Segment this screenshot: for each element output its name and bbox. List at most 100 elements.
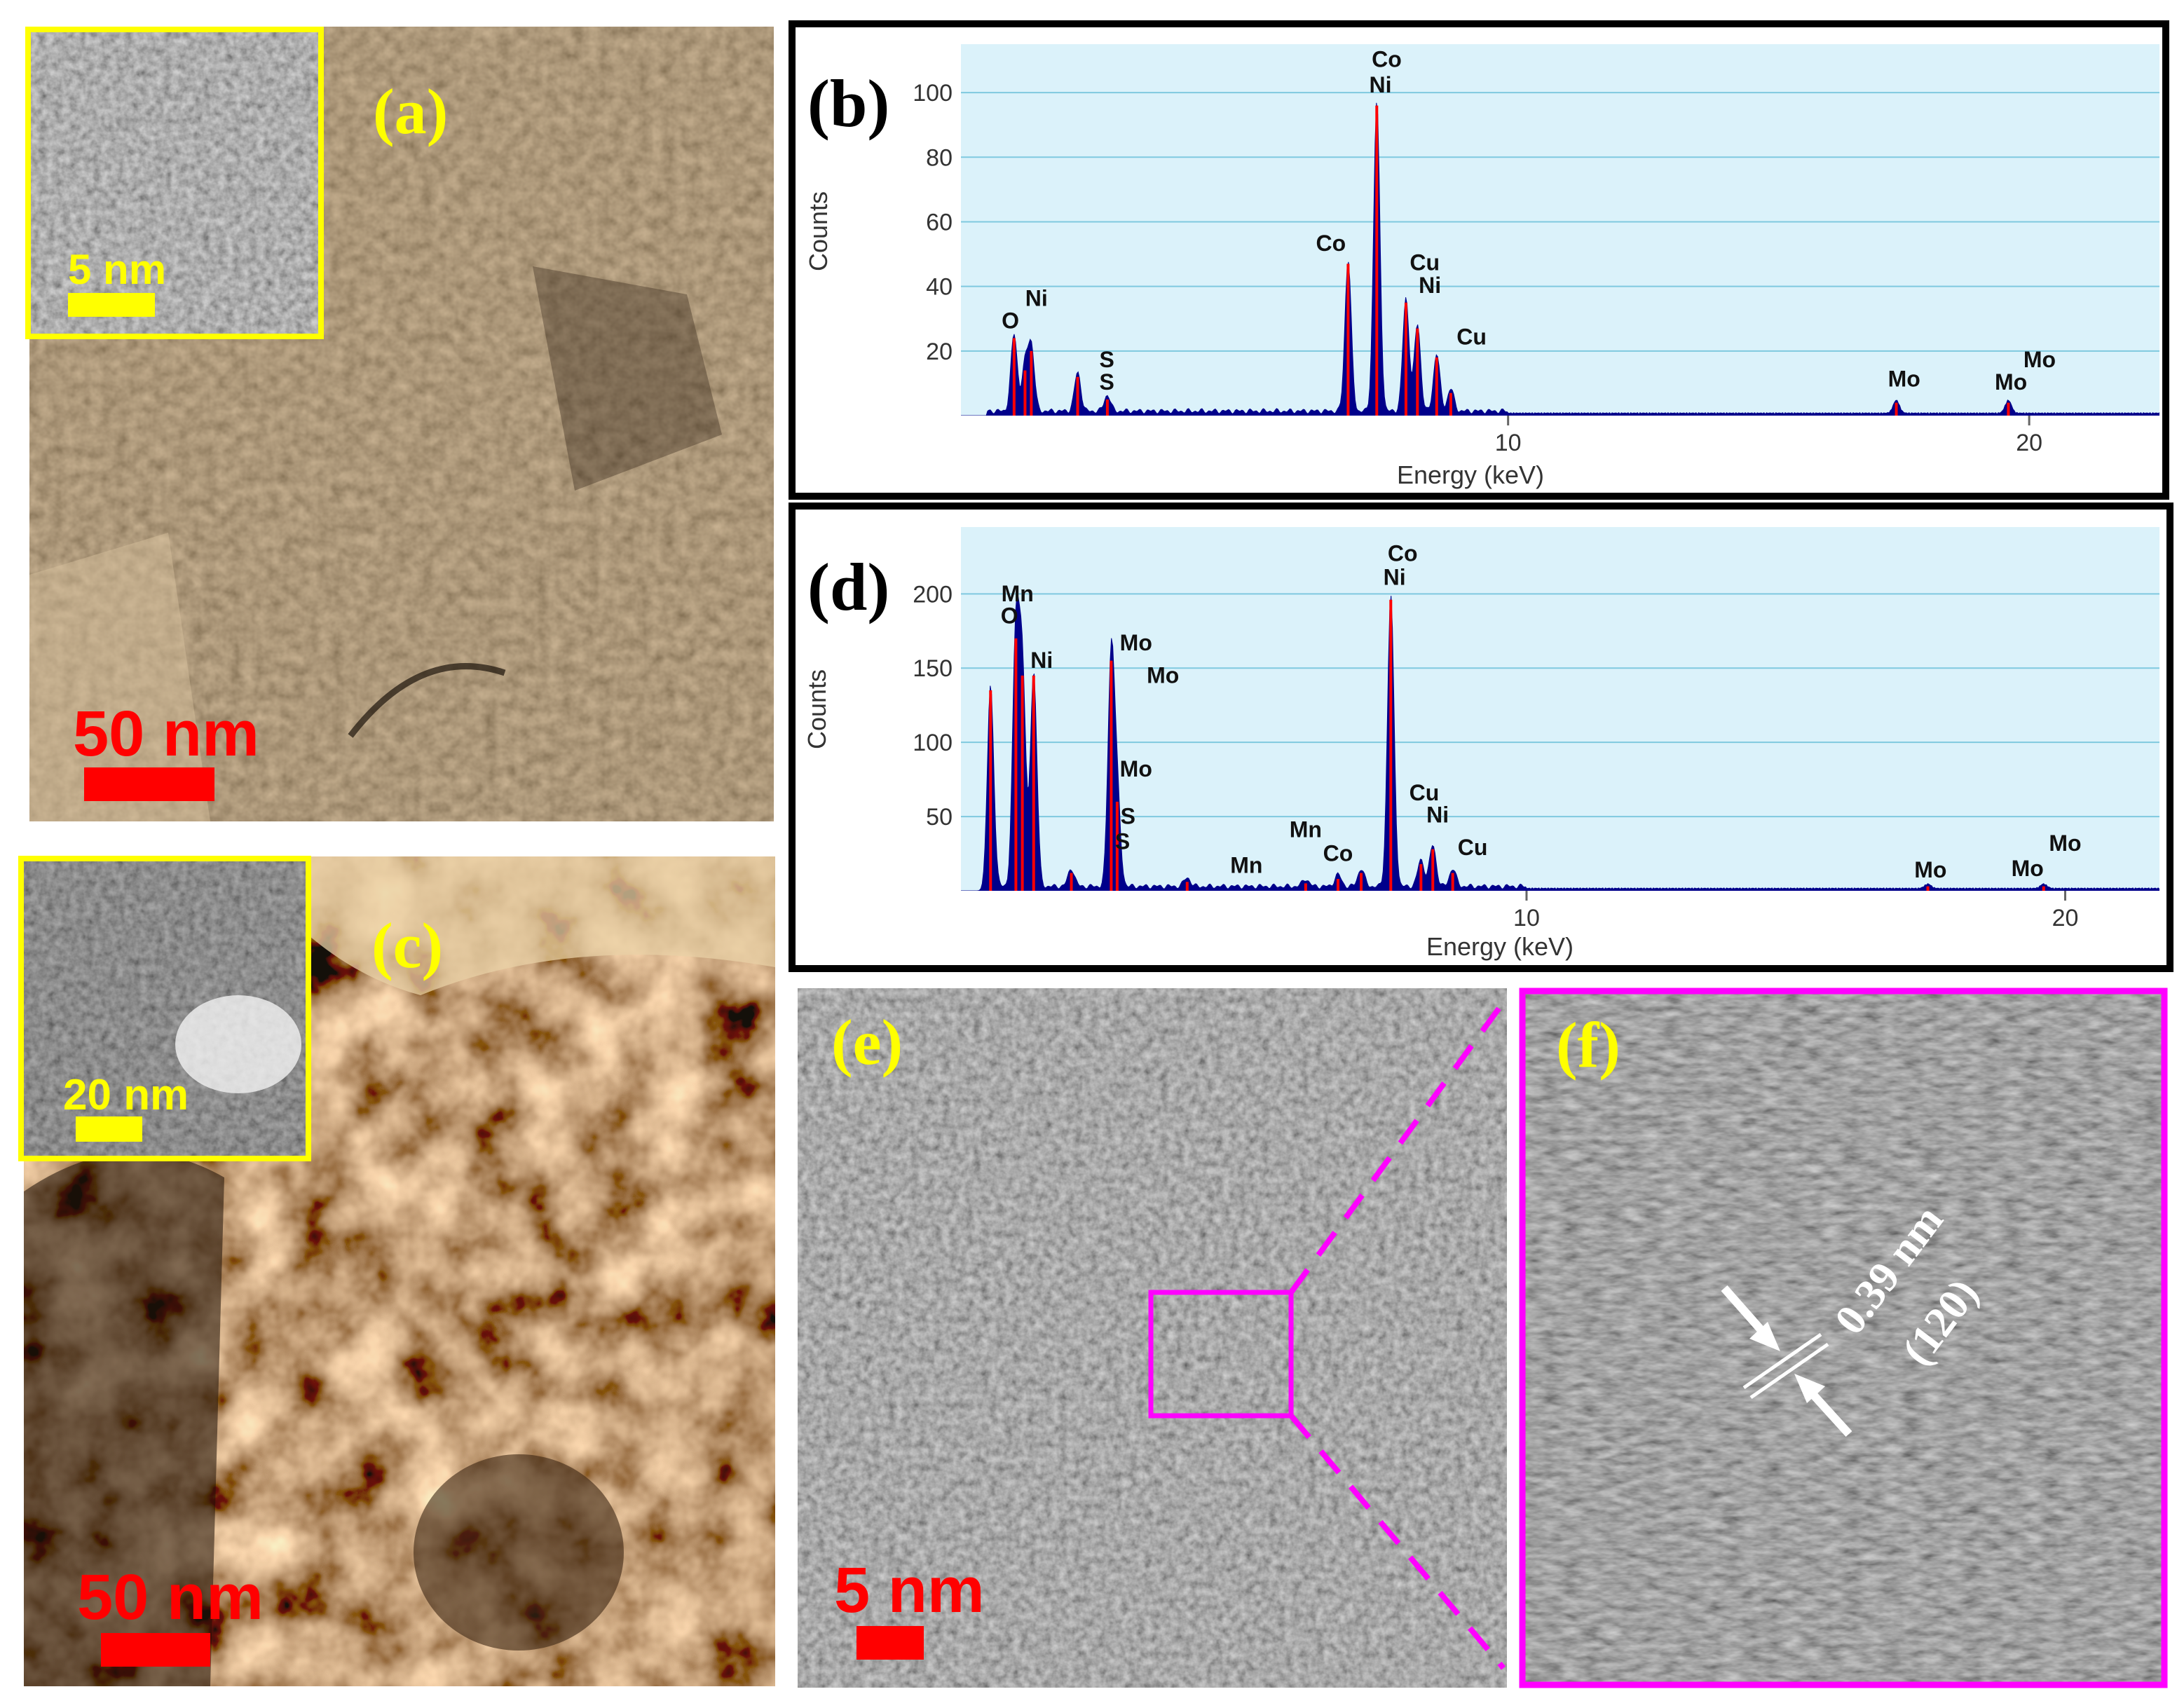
panel-e-zoom-box xyxy=(1148,1290,1294,1419)
panel-b-y-ticks: 20 40 60 80 100 xyxy=(913,80,953,365)
x-tick-label: 10 xyxy=(1495,430,1522,456)
panel-d-y-ticks: 50 100 150 200 xyxy=(913,581,953,831)
panel-a-scale-bar xyxy=(84,767,214,801)
peak-element-label: Cu xyxy=(1456,324,1487,350)
panel-d-label: (d) xyxy=(807,549,889,624)
panel-b-plot-area xyxy=(961,44,2159,416)
panel-e-hrtem-image: (e) 5 nm xyxy=(798,988,1507,1688)
panel-a-inset-frame xyxy=(25,27,324,339)
panel-b-spectrum xyxy=(961,102,2159,416)
x-tick-label: 20 xyxy=(2052,905,2079,931)
panel-c-inset-bright-spot xyxy=(175,995,301,1093)
panel-c-inset-scale-bar xyxy=(76,1116,142,1142)
peak-element-label: Cu xyxy=(1458,835,1488,860)
peak-element-label: Mo xyxy=(2049,831,2081,856)
panel-f-texture xyxy=(1522,991,2164,1685)
panel-d-x-axis-label: Energy (keV) xyxy=(1426,932,1574,961)
panel-f-label: (f) xyxy=(1556,1009,1620,1081)
panel-b-y-axis-label: Counts xyxy=(804,191,833,271)
panel-c-inset: 20 nm xyxy=(18,856,311,1161)
y-tick-label: 100 xyxy=(913,80,953,107)
peak-element-label: Ni xyxy=(1419,273,1441,298)
peak-element-label: Mo xyxy=(1888,367,1920,392)
peak-element-label: Ni xyxy=(1370,72,1392,97)
peak-element-label: Mo xyxy=(2023,347,2056,372)
panel-a-curl-feature xyxy=(348,663,506,738)
y-tick-label: 80 xyxy=(926,144,953,171)
peak-element-label: Mo xyxy=(1914,857,1946,882)
spectrum-area xyxy=(961,102,2159,416)
panel-f-lattice-line-2 xyxy=(1749,1342,1829,1400)
y-tick-label: 60 xyxy=(926,209,953,235)
x-tick-label: 10 xyxy=(1513,905,1540,931)
panel-a-label: (a) xyxy=(373,76,448,147)
peak-element-label: O xyxy=(1001,603,1018,629)
peak-element-label: Mo xyxy=(2012,856,2044,881)
panel-a-inset: 5 nm xyxy=(25,27,324,339)
y-tick-label: 50 xyxy=(926,804,953,831)
panel-d-y-axis-label: Counts xyxy=(803,669,831,749)
arrow-up-left-icon xyxy=(1794,1374,1852,1437)
peak-element-label: Ni xyxy=(1384,565,1406,590)
panel-f-hrtem-zoom: (f) 0.39 nm (120) xyxy=(1519,988,2168,1688)
panel-d-plot-area xyxy=(961,527,2159,891)
peak-element-label: S xyxy=(1100,347,1114,372)
arrow-down-right-icon xyxy=(1721,1285,1780,1351)
peak-element-label: Mn xyxy=(1002,581,1034,606)
peak-element-label: O xyxy=(1002,308,1019,334)
panel-e-scale-label: 5 nm xyxy=(834,1555,985,1626)
peak-element-label: Mn xyxy=(1290,817,1322,842)
spectrum-area xyxy=(961,594,2159,891)
panel-b-x-ticks: 10 20 xyxy=(1495,416,2042,456)
panel-a-dark-region xyxy=(533,266,722,491)
y-tick-label: 150 xyxy=(913,655,953,682)
peak-element-label: Co xyxy=(1316,231,1346,256)
panel-c-scale-bar xyxy=(101,1633,210,1667)
y-tick-label: 100 xyxy=(913,730,953,756)
panel-d-gridlines xyxy=(961,593,2159,818)
panel-a-inset-scale-label: 5 nm xyxy=(68,246,166,293)
peak-element-label: Co xyxy=(1388,541,1418,566)
panel-a-scale-label: 50 nm xyxy=(73,698,259,770)
panel-c-inset-scale-label: 20 nm xyxy=(63,1071,189,1119)
y-tick-label: 20 xyxy=(926,339,953,365)
panel-c-dark-cluster xyxy=(414,1454,624,1651)
peak-element-label: Cu xyxy=(1410,780,1440,805)
panel-e-zoom-line-bottom xyxy=(1288,1414,1506,1670)
peak-element-label: S xyxy=(1121,804,1135,829)
peak-element-label: Cu xyxy=(1410,250,1440,275)
panel-a-inset-scale-bar xyxy=(68,293,155,317)
panel-b-gridlines xyxy=(961,92,2159,352)
panel-b-x-axis-label: Energy (keV) xyxy=(1397,460,1544,489)
y-tick-label: 40 xyxy=(926,274,953,301)
panel-a-tem-image: 5 nm (a) 50 nm xyxy=(25,27,774,821)
panel-b-label: (b) xyxy=(807,66,889,141)
panel-c-bright-background xyxy=(238,856,775,995)
panel-f-lattice-line-1 xyxy=(1742,1332,1822,1390)
panel-c-dark-region xyxy=(24,1152,224,1686)
panel-f-frame xyxy=(1519,988,2168,1688)
peak-element-label: S xyxy=(1100,369,1114,395)
panel-a-inset-texture xyxy=(28,29,321,336)
peak-element-label: Mo xyxy=(1995,369,2027,395)
panel-e-label: (e) xyxy=(831,1006,903,1078)
peak-element-label: Mo xyxy=(1120,756,1152,781)
panel-a-light-region xyxy=(29,533,210,821)
panel-c-label: (c) xyxy=(371,910,443,981)
panel-c-scale-label: 50 nm xyxy=(77,1562,264,1633)
peak-element-label: Ni xyxy=(1426,802,1449,828)
peak-element-label: Mn xyxy=(1230,853,1262,878)
x-tick-label: 20 xyxy=(2016,430,2042,456)
panel-e-zoom-line-top xyxy=(1288,1000,1506,1294)
panel-d-x-ticks: 10 20 xyxy=(1513,891,2078,931)
peak-element-label: Ni xyxy=(1030,648,1053,673)
peak-element-label: Ni xyxy=(1025,285,1048,310)
panel-d-spectrum xyxy=(961,594,2159,891)
y-tick-label: 200 xyxy=(913,581,953,608)
peak-element-label: Co xyxy=(1323,841,1353,866)
panel-e-scale-bar xyxy=(856,1626,924,1660)
